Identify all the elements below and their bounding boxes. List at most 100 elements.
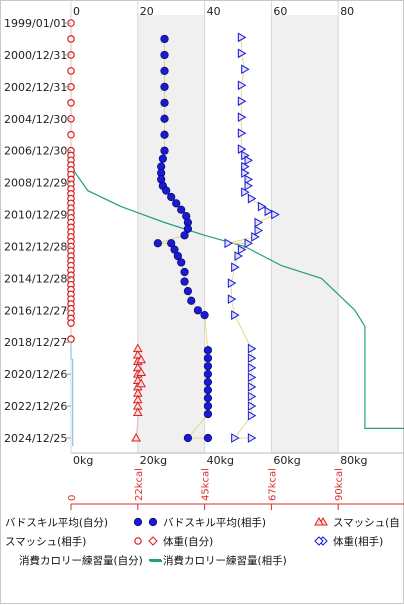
data-point [180, 231, 189, 240]
data-point [203, 378, 213, 387]
kcal-tick-label: 67kcal [267, 468, 278, 501]
y-tick-label: 2004/12/30 [4, 113, 67, 126]
series-line [70, 342, 74, 446]
legend-label: 体重(自分) [163, 535, 213, 548]
data-point [160, 66, 169, 75]
data-point [203, 354, 213, 363]
y-tick-label: 2010/12/29 [4, 209, 67, 222]
data-point [203, 346, 213, 355]
top-tick-label: 0 [73, 5, 80, 18]
data-point [136, 354, 147, 364]
y-tick-label: 2000/12/31 [4, 49, 67, 62]
data-point [173, 251, 182, 261]
data-point [237, 244, 247, 255]
data-point [231, 262, 240, 273]
bottom-tick-label: 0kg [73, 454, 93, 467]
data-point [241, 161, 250, 172]
data-point [183, 287, 192, 296]
legend-label: スマッシュ(自 [333, 516, 400, 529]
data-point [244, 155, 254, 166]
y-tick-label: 2002/12/31 [4, 81, 67, 94]
data-point [251, 232, 260, 242]
y-tick-label: 2014/12/28 [4, 272, 67, 285]
data-point [180, 267, 189, 277]
data-point [167, 239, 176, 248]
y-tick-label: 2018/12/27 [4, 336, 67, 349]
data-point [136, 378, 147, 388]
data-point [247, 362, 257, 373]
series-line [70, 166, 404, 429]
top-tick-label: 40 [207, 5, 221, 18]
legend-swatch [148, 536, 158, 546]
top-tick-label: 80 [340, 5, 354, 18]
data-point [247, 372, 257, 383]
data-point [247, 193, 257, 204]
data-point [244, 238, 254, 249]
data-point [241, 187, 250, 198]
data-point [193, 306, 203, 315]
data-point [254, 225, 264, 236]
series-connector [227, 37, 276, 439]
data-point [224, 238, 233, 249]
data-point [203, 393, 213, 403]
shaded-band [137, 15, 205, 454]
data-point [237, 32, 247, 43]
data-point [170, 245, 179, 254]
legend-swatch [314, 516, 324, 526]
data-point [241, 64, 250, 75]
legend-label: 消費カロリー練習量(相手) [163, 554, 287, 567]
data-point [160, 130, 169, 139]
data-point [247, 382, 257, 392]
data-point [234, 251, 244, 261]
top-tick-label: 20 [140, 5, 154, 18]
data-point [244, 180, 254, 191]
bottom-tick-label: 20kg [140, 454, 167, 467]
legend-label: スマッシュ(相手) [5, 535, 86, 548]
data-point [203, 386, 213, 395]
data-point [160, 50, 169, 60]
data-point [227, 278, 237, 289]
data-point [67, 319, 75, 327]
data-point [187, 296, 196, 305]
data-point [203, 362, 213, 371]
data-point [254, 217, 264, 228]
data-point [67, 130, 75, 139]
data-point [158, 154, 167, 163]
data-point [203, 401, 213, 411]
data-point [160, 98, 169, 107]
data-point [172, 199, 181, 208]
y-tick-label: 2016/12/27 [4, 304, 67, 317]
kcal-tick-label: 0 [67, 495, 78, 501]
data-point [257, 201, 267, 212]
y-tick-label: 2022/12/26 [4, 400, 67, 413]
data-point [237, 80, 247, 91]
y-tick-label: 2012/12/28 [4, 240, 67, 253]
data-point [227, 294, 237, 304]
data-point [237, 128, 247, 138]
data-point [203, 433, 213, 443]
data-point [177, 205, 186, 214]
kcal-tick-label: 90kcal [334, 468, 345, 501]
data-point [153, 239, 162, 248]
kcal-tick-label: 45kcal [201, 468, 212, 501]
data-point [203, 370, 213, 379]
data-point [160, 34, 169, 44]
data-point [237, 112, 247, 123]
shaded-band [271, 15, 339, 454]
data-point [231, 433, 240, 443]
data-point [200, 310, 209, 320]
top-tick-label: 60 [273, 5, 287, 18]
data-point [131, 432, 141, 442]
data-point [237, 48, 247, 59]
data-point [247, 391, 257, 402]
data-point [264, 206, 274, 217]
data-point [231, 310, 240, 320]
data-point [177, 258, 186, 267]
data-point [183, 224, 192, 234]
data-point [67, 35, 75, 43]
data-point [247, 433, 257, 443]
legend-swatch [134, 537, 142, 545]
legend-swatch [133, 517, 143, 527]
bottom-tick-label: 40kg [207, 454, 234, 467]
